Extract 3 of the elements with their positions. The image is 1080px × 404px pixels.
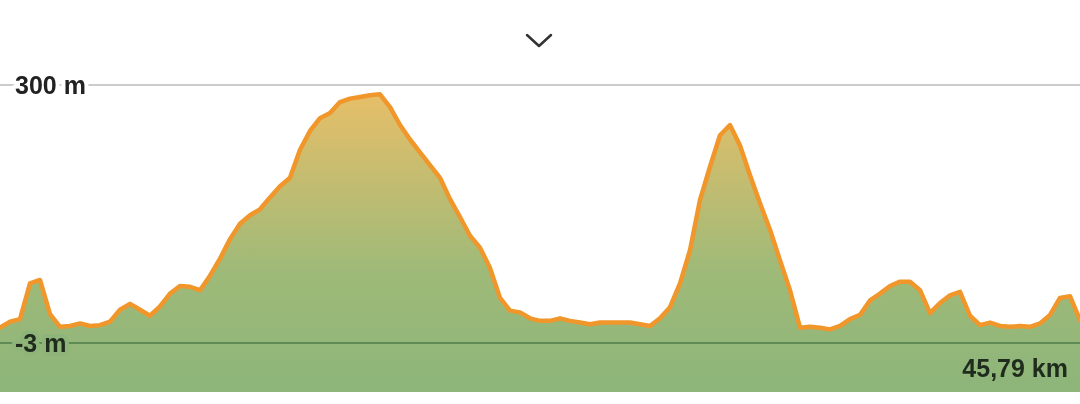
y-tick-label: -3 m: [15, 329, 67, 357]
text: 45,79 km: [962, 354, 1068, 382]
y-tick-label: 300 m: [15, 71, 86, 99]
